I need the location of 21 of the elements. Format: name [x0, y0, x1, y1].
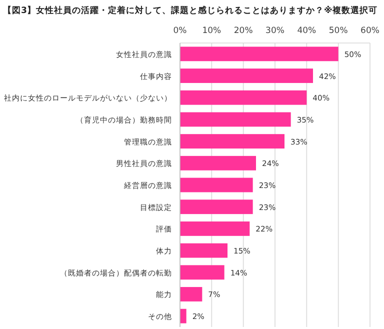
x-tick-label: 40% [297, 26, 316, 36]
bar [180, 134, 284, 149]
bar [180, 200, 253, 214]
chart-title: 【図3】女性社員の活躍・定着に対して、課題と感じられることはありますか？※複数選択可 [3, 5, 378, 16]
bar [180, 178, 253, 192]
x-tick-label: 50% [328, 26, 348, 36]
bar [180, 221, 250, 236]
bar [180, 308, 186, 324]
bar [180, 265, 224, 280]
x-tick-label: 20% [234, 26, 253, 36]
bar [180, 46, 338, 62]
bar [180, 90, 307, 105]
x-tick-label: 0% [173, 26, 187, 36]
bar [180, 287, 202, 302]
bar [180, 243, 228, 258]
x-tick-label: 30% [266, 26, 284, 36]
bar [180, 68, 313, 83]
bar [180, 156, 256, 170]
bar [180, 112, 291, 127]
x-tick-label: 60% [360, 26, 380, 36]
x-tick-label: 10% [202, 26, 222, 36]
